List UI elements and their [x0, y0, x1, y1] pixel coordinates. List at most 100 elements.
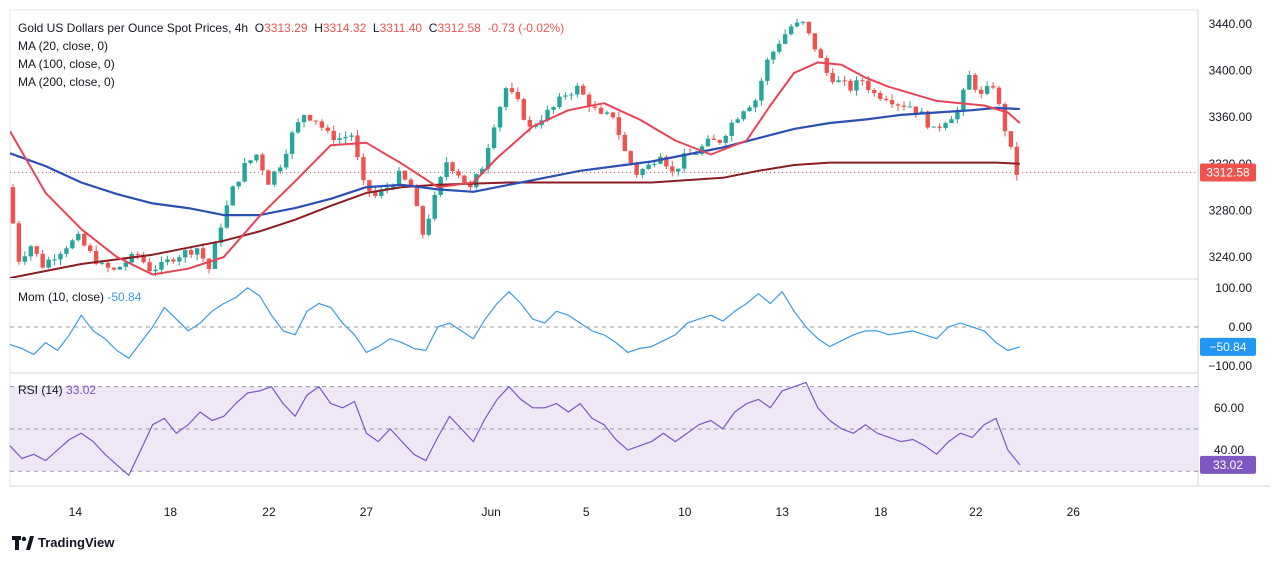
candle-body — [295, 122, 301, 133]
candle-body — [842, 80, 847, 82]
candle-body — [188, 250, 194, 255]
candle-body — [878, 93, 883, 99]
low-value: 3311.40 — [379, 21, 423, 35]
time-tick-label: 10 — [678, 505, 692, 519]
high-value: 3314.32 — [322, 21, 367, 35]
candle-body — [990, 86, 996, 88]
candle-body — [420, 206, 426, 235]
candle-body — [1008, 131, 1014, 147]
mom-badge-text: −50.84 — [1209, 340, 1246, 354]
low-label: L — [372, 21, 380, 35]
candle-body — [194, 248, 200, 255]
candle-body — [307, 115, 313, 121]
candle-body — [711, 138, 717, 140]
candle-body — [634, 162, 639, 175]
ma20-legend[interactable]: MA (20, close, 0) — [18, 39, 109, 53]
candle-body — [503, 88, 509, 107]
candle-body — [331, 130, 336, 140]
candle-body — [183, 250, 188, 258]
candle-body — [284, 153, 289, 168]
candle-body — [206, 258, 212, 269]
price-tick-label: 3240.00 — [1209, 250, 1253, 264]
candle-body — [70, 240, 75, 249]
candle-body — [901, 105, 907, 107]
open-value: 3313.29 — [264, 21, 308, 35]
watermark-text: TradingView — [38, 535, 115, 550]
candle-body — [872, 89, 877, 94]
candle-body — [889, 100, 895, 105]
candle-body — [610, 112, 616, 118]
candle-body — [598, 107, 604, 114]
candle-body — [1014, 146, 1020, 175]
candle-body — [818, 49, 824, 59]
candle-body — [676, 168, 681, 172]
candle-body — [735, 119, 740, 123]
candle-body — [10, 187, 16, 224]
candle-body — [313, 120, 319, 122]
candle-body — [824, 58, 829, 73]
candle-body — [729, 122, 734, 136]
candle-body — [604, 112, 610, 114]
candle-body — [961, 89, 966, 111]
candle-body — [996, 87, 1002, 104]
time-tick-label: 14 — [69, 505, 83, 519]
candle-body — [652, 163, 657, 165]
candle-body — [361, 157, 366, 181]
rsi-legend[interactable]: RSI (14) 33.02 — [18, 381, 96, 399]
candle-body — [355, 135, 360, 158]
candle-body — [480, 168, 485, 175]
candle-body — [456, 171, 461, 176]
candle-body — [177, 257, 182, 262]
symbol-title: Gold US Dollars per Ounce Spot Prices, 4… — [18, 21, 249, 35]
candle-body — [408, 179, 414, 187]
candle-body — [592, 106, 598, 108]
value-badges: 3312.58 −50.84 33.02 — [1200, 163, 1256, 474]
candle-body — [254, 154, 259, 161]
ma100-legend[interactable]: MA (100, close, 0) — [18, 57, 115, 71]
rsi-badge: 33.02 — [1200, 455, 1256, 474]
candle-body — [670, 166, 675, 172]
ma200-legend[interactable]: MA (200, close, 0) — [18, 75, 115, 89]
tradingview-logo-icon — [12, 535, 34, 550]
candle-body — [943, 123, 948, 128]
mom-tick-label: 0.00 — [1229, 320, 1253, 334]
candle-body — [111, 267, 117, 270]
candle-body — [367, 180, 372, 192]
candle-body — [28, 246, 33, 257]
candle-body — [343, 136, 348, 139]
rsi-line — [9, 381, 1021, 476]
candle-body — [171, 259, 176, 262]
candle-body — [22, 256, 28, 262]
axes: 3440.003400.003360.003320.003280.003240.… — [69, 17, 1253, 519]
candle-body — [485, 148, 491, 169]
candle-body — [426, 218, 431, 235]
candle-body — [87, 245, 93, 251]
candle-body — [373, 191, 378, 196]
candle-body — [545, 109, 550, 121]
rsi-band — [10, 326, 1198, 472]
mom-legend[interactable]: Mom (10, close) -50.84 — [18, 288, 141, 306]
candle-body — [402, 170, 408, 180]
candles[interactable] — [10, 18, 1020, 277]
rsi-tick-label: 60.00 — [1214, 401, 1244, 415]
time-tick-label: 18 — [874, 505, 888, 519]
candle-body — [937, 126, 942, 128]
candle-body — [58, 253, 63, 260]
candle-body — [895, 104, 901, 106]
rsi-badge-text: 33.02 — [1213, 458, 1243, 472]
candle-body — [575, 85, 580, 95]
time-tick-label: 5 — [583, 505, 590, 519]
candle-body — [794, 22, 800, 27]
time-tick-label: 18 — [164, 505, 178, 519]
candle-body — [717, 139, 723, 143]
price-legend: Gold US Dollars per Ounce Spot Prices, 4… — [18, 19, 564, 37]
candle-body — [800, 21, 806, 23]
tradingview-watermark[interactable]: TradingView — [12, 535, 114, 550]
price-tick-label: 3360.00 — [1209, 110, 1253, 124]
candle-body — [741, 111, 746, 120]
candle-body — [866, 80, 871, 90]
momentum-line — [9, 287, 1020, 359]
price-badge: 3312.58 — [1200, 163, 1256, 182]
